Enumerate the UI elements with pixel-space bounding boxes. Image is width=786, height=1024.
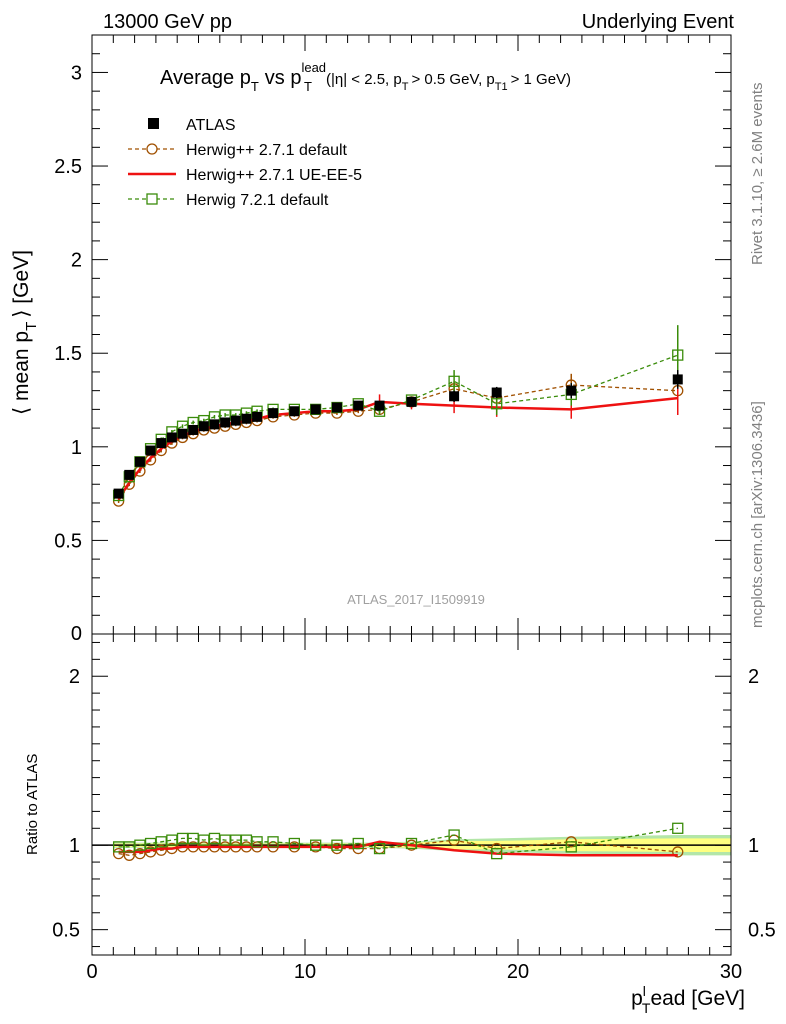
data-point-atlas [353, 400, 364, 411]
data-point-atlas [491, 387, 502, 398]
x-tick-label: 30 [720, 961, 742, 983]
ratio-data-point-square [251, 836, 263, 848]
header-left: 13000 GeV pp [103, 11, 232, 33]
data-point-atlas [406, 396, 417, 407]
ratio-data-point-square [352, 837, 364, 850]
data-point-atlas [449, 391, 460, 402]
ratio-tick-label-left: 0.5 [52, 920, 80, 942]
data-point-atlas [209, 419, 220, 430]
data-point-atlas [566, 385, 577, 396]
ratio-data-point-square [309, 839, 322, 851]
main-series-layer [112, 325, 684, 507]
x-tick-labels: 0 10 20 30 [86, 961, 742, 983]
legend-marker-circle [146, 143, 158, 155]
data-point-atlas [124, 469, 135, 480]
series-line [117, 396, 678, 500]
ratio-data-point-square [198, 834, 210, 846]
ratio-data-point-square [491, 847, 503, 860]
legend-marker-square [146, 193, 158, 205]
y-tick-label: 0.5 [54, 530, 82, 552]
data-point-atlas [198, 421, 209, 432]
legend-label: Herwig++ 2.7.1 default [186, 142, 348, 159]
data-point-atlas [156, 438, 167, 449]
data-point-atlas [252, 411, 263, 422]
ratio-tick-label-left: 1 [69, 835, 80, 857]
ratio-tick-labels: 0.5 0.5 1 1 2 2 [52, 666, 776, 941]
data-point-square [448, 375, 460, 387]
ratio-data-point-square [672, 822, 684, 834]
ratio-series-line [118, 827, 678, 855]
data-point-atlas [672, 374, 683, 385]
side-mcplots-label: mcplots.cern.ch [arXiv:1306.3436] [749, 401, 766, 628]
ratio-data-point-square [405, 837, 418, 850]
header-right: Underlying Event [582, 11, 735, 33]
legend-label: Herwig 7.2.1 default [186, 192, 329, 209]
legend-label: Herwig++ 2.7.1 UE-EE-5 [186, 167, 362, 184]
axis-ticks [91, 34, 732, 955]
y-tick-label: 1 [71, 437, 82, 459]
ratio-data-point-square [123, 841, 135, 853]
data-point-atlas [166, 432, 177, 443]
ratio-data-point-square [230, 834, 242, 846]
data-point-atlas [134, 456, 145, 467]
y-tick-labels: 0.5 1 1.5 2 2.5 3 0 [54, 62, 82, 645]
ratio-tick-label-right: 0.5 [748, 920, 776, 942]
y-tick-label: 1.5 [54, 343, 82, 365]
ratio-data-point-circle [112, 847, 125, 860]
ratio-tick-label-right: 2 [748, 666, 759, 688]
ratio-tick-label-left: 2 [69, 666, 80, 688]
ratio-series-line [118, 840, 678, 857]
analysis-watermark: ATLAS_2017_I1509919 [347, 592, 485, 607]
data-point-atlas [289, 406, 300, 417]
ratio-data-point-square [448, 829, 460, 841]
data-point-atlas [220, 417, 231, 428]
y-tick-label: 2.5 [54, 156, 82, 178]
data-point-square [491, 398, 503, 410]
ratio-data-point-square [240, 834, 253, 846]
y-tick-label: 2 [71, 250, 82, 272]
legend: ATLAS Herwig++ 2.7.1 default Herwig++ 2.7.… [128, 117, 362, 209]
ratio-data-point-square [267, 836, 279, 848]
data-point-atlas [188, 424, 199, 435]
side-rivet-label: Rivet 3.1.10, ≥ 2.6M events [749, 83, 766, 266]
ratio-data-point-square [565, 841, 577, 853]
y-tick-label: 3 [71, 62, 82, 84]
x-tick-label: 0 [86, 961, 97, 983]
ratio-data-point-square [373, 842, 386, 855]
ratio-plot-frame [91, 633, 732, 956]
x-tick-label: 10 [294, 961, 316, 983]
data-point-atlas [310, 404, 321, 415]
x-tick-label: 20 [507, 961, 529, 983]
data-point-atlas [230, 415, 241, 426]
data-point-atlas [177, 428, 188, 439]
ratio-data-point-square [331, 839, 343, 851]
y-axis-label: ⟨ mean pT⟩ [GeV] [10, 250, 40, 415]
x-axis-label: pl Tead [GeV] [631, 983, 745, 1016]
ratio-data-point-circle [123, 849, 135, 861]
y-tick-label-zero: 0 [71, 623, 82, 645]
ratio-data-point-square [288, 837, 301, 850]
chart-title: Average pT vs plead T (|η| < 2.5, pT > 0.5 G… [160, 60, 571, 94]
ratio-series-layer [112, 822, 684, 861]
legend-label: ATLAS [186, 117, 236, 134]
ratio-data-point-circle [672, 846, 684, 858]
data-point-square [672, 349, 684, 361]
ratio-tick-label-right: 1 [748, 835, 759, 857]
data-point-atlas [331, 402, 342, 413]
ratio-data-point-square [176, 832, 189, 845]
legend-marker-atlas [148, 118, 159, 129]
data-point-atlas [113, 488, 124, 499]
data-point-atlas [374, 400, 385, 411]
data-point-atlas [145, 445, 156, 456]
data-point-atlas [241, 413, 252, 424]
ratio-y-axis-label: Ratio to ATLAS [24, 754, 41, 855]
ratio-data-point-square [144, 837, 157, 850]
ratio-data-point-circle [134, 847, 146, 860]
data-point-atlas [268, 408, 279, 419]
